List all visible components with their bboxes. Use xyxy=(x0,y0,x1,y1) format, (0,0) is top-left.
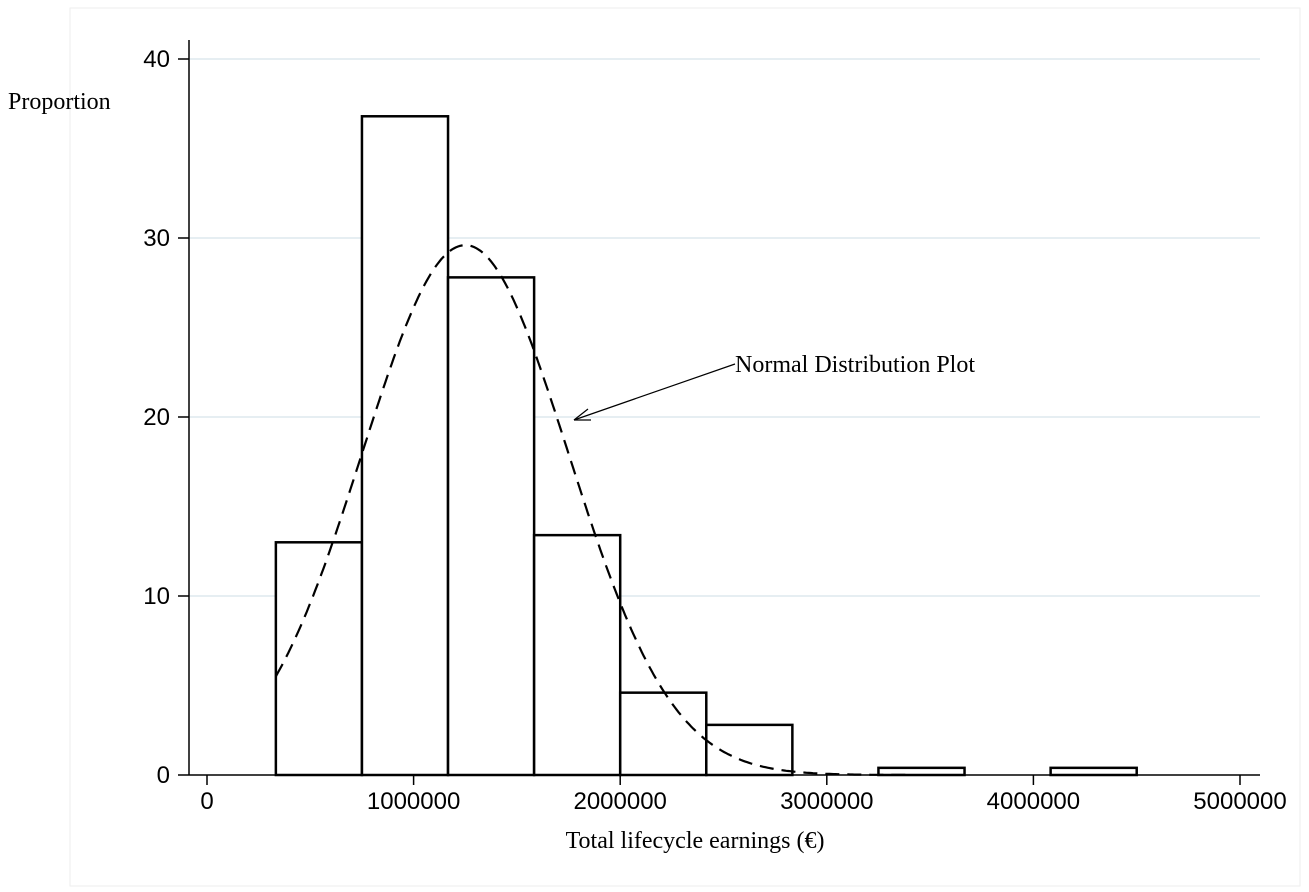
y-axis-label: Proportion xyxy=(8,89,111,115)
x-tick-label: 5000000 xyxy=(1193,788,1286,815)
histogram-bar xyxy=(446,276,536,777)
histogram-bar xyxy=(532,533,622,777)
histogram-bar xyxy=(360,115,450,777)
x-tick-label: 4000000 xyxy=(987,788,1080,815)
annotation-arrow xyxy=(573,363,736,421)
histogram-bar xyxy=(1049,766,1138,777)
y-tick-label: 10 xyxy=(143,583,170,610)
normal-distribution-annotation: Normal Distribution Plot xyxy=(735,352,975,378)
x-tick-label: 1000000 xyxy=(367,788,460,815)
y-tick-label: 40 xyxy=(143,46,170,73)
y-tick-label: 20 xyxy=(143,404,170,431)
x-tick-label: 0 xyxy=(200,788,213,815)
x-axis-label: Total lifecycle earnings (€) xyxy=(566,828,825,854)
gridlines xyxy=(189,58,1260,597)
x-tick-label: 3000000 xyxy=(780,788,873,815)
histogram-bars xyxy=(274,115,1138,777)
y-tick-label: 0 xyxy=(157,762,170,789)
histogram-bar xyxy=(274,541,364,777)
x-tick-label: 2000000 xyxy=(573,788,666,815)
histogram-bar xyxy=(618,691,708,777)
axes: 0 10 20 30 40 0 1000000 2000000 3000000 4000000 50… xyxy=(143,40,1287,815)
annotation-arrowhead xyxy=(573,408,591,421)
normal-curve xyxy=(274,244,909,777)
y-tick-label: 30 xyxy=(143,225,170,252)
normal-curve-layer xyxy=(274,244,909,777)
graph-region-border xyxy=(69,7,1301,887)
